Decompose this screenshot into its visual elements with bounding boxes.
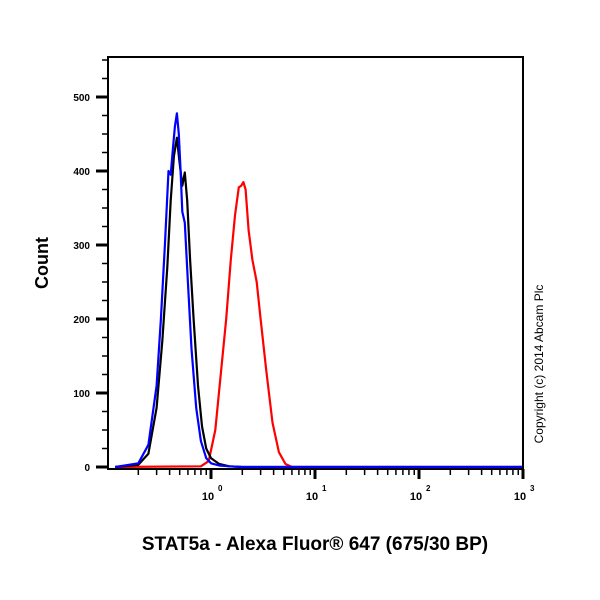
black-trace [115,136,522,469]
y-axis-title: Count [32,237,52,289]
plot-frame [107,56,524,470]
copyright-annotation: Copyright (c) 2014 Abcam Plc [532,285,546,444]
x-axis: 10 0 10 1 10 2 10 3 [137,469,535,503]
x-tick-exponent: 0 [218,484,223,493]
y-tick-label: 500 [73,93,90,104]
y-tick-label: 300 [73,241,90,252]
x-tick-label: 10 [514,491,526,503]
x-tick-label: 10 [410,491,422,503]
y-tick-label: 100 [73,389,90,400]
x-tick-exponent: 2 [426,484,431,493]
y-tick-label: 400 [73,167,90,178]
x-tick-exponent: 3 [530,484,535,493]
x-tick-label: 10 [202,491,214,503]
x-tick-exponent: 1 [322,484,327,493]
y-tick-label: 0 [84,463,90,474]
data-traces [115,112,522,469]
y-tick-label: 200 [73,315,90,326]
y-axis: 0 100 200 300 400 500 [73,59,108,474]
x-axis-title: STAT5a - Alexa Fluor® 647 (675/30 BP) [142,534,488,555]
blue-trace [115,112,522,469]
red-trace [115,181,522,469]
x-tick-label: 10 [306,491,318,503]
